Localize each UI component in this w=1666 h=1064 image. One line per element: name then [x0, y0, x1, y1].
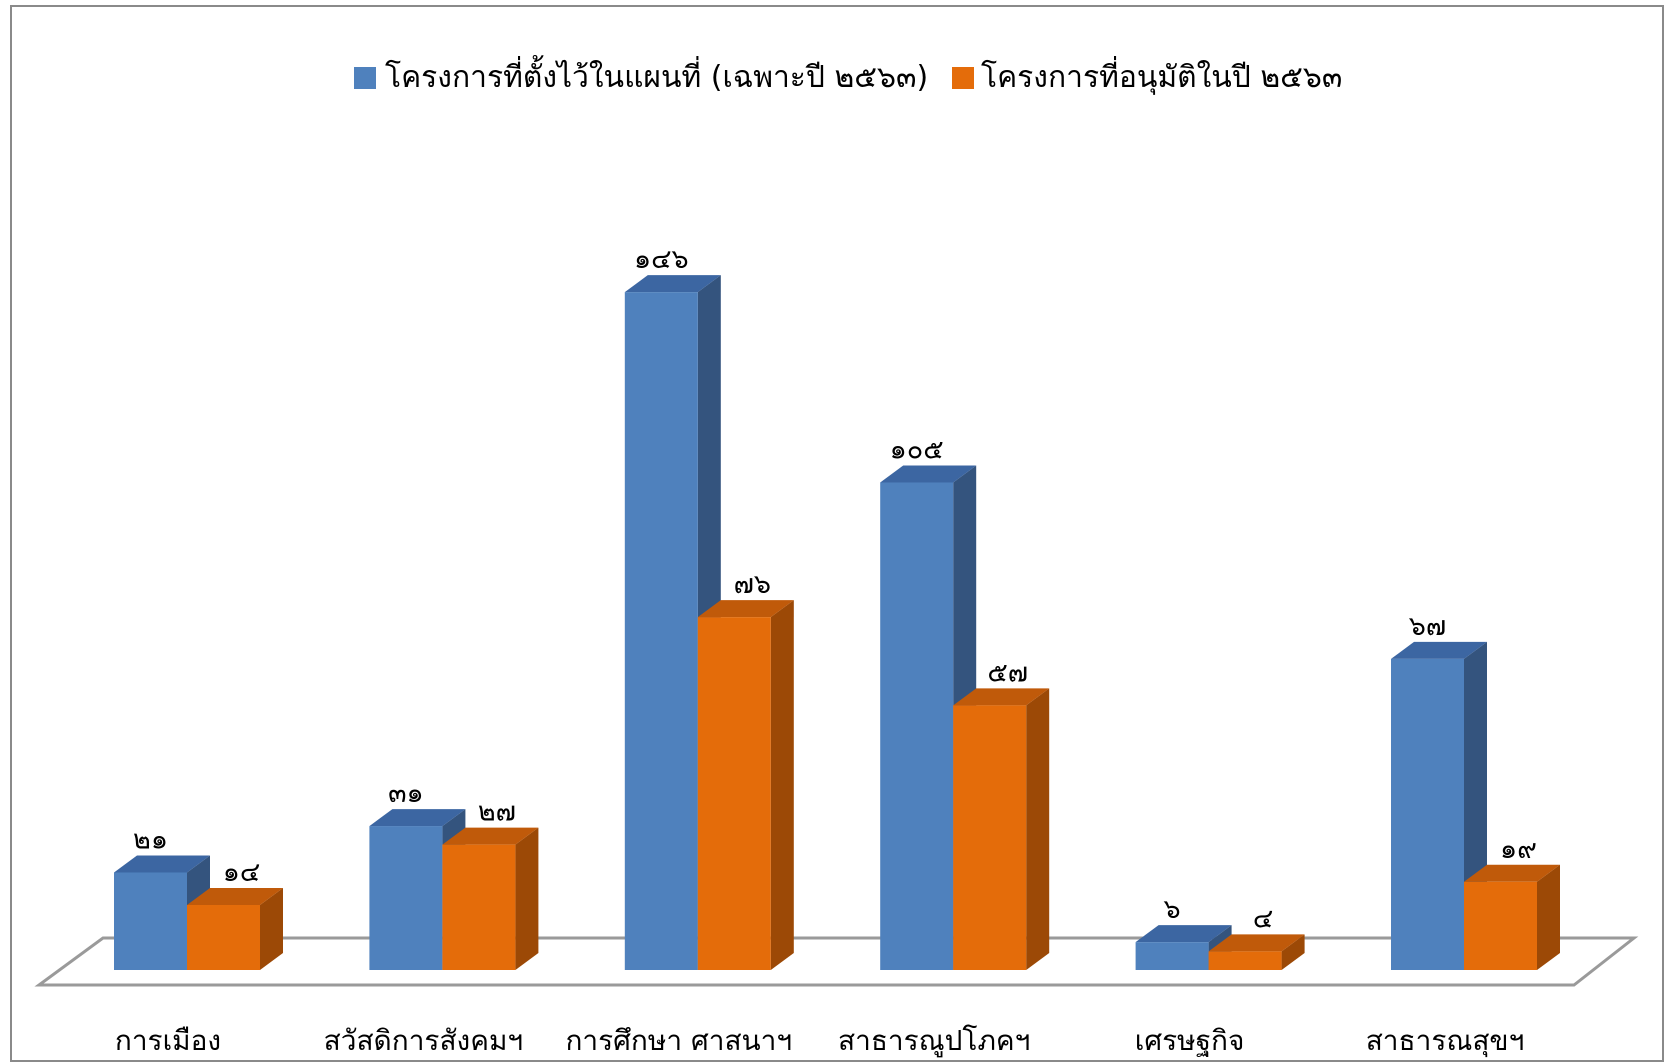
bar-front: [1464, 881, 1537, 970]
data-label-series-1-category-6: ๖๗: [1409, 611, 1446, 642]
bar-side: [515, 827, 539, 970]
data-label-series-1-category-2: ๓๑: [388, 778, 424, 809]
bar-top: [442, 827, 539, 845]
data-label-series-2-category-5: ๔: [1253, 903, 1273, 934]
category-label-2: สวัสดิการสังคมฯ: [324, 1024, 523, 1057]
bar-front: [442, 844, 516, 970]
bar-side: [770, 600, 794, 970]
legend-label-series-2: โครงการที่อนุมัติในปี ๒๕๖๓: [981, 60, 1343, 95]
bar-series-2-category-5: [1208, 934, 1305, 970]
bar-side: [1281, 934, 1305, 970]
bar-front: [697, 617, 771, 970]
bar-front: [624, 292, 698, 970]
data-label-series-1-category-1: ๒๑: [133, 824, 168, 855]
bar-top: [1391, 641, 1487, 659]
data-label-series-2-category-6: ๑๙: [1500, 834, 1537, 865]
bar-top: [187, 887, 283, 905]
category-label-3: การศึกษา ศาสนาฯ: [565, 1024, 792, 1057]
chart-frame: [10, 5, 1664, 1062]
bar-front: [1391, 658, 1464, 970]
bar-top: [697, 600, 794, 618]
data-label-series-1-category-5: ๖: [1164, 894, 1181, 925]
data-label-series-1-category-3: ๑๔๖: [634, 244, 689, 275]
bar-front: [953, 705, 1027, 970]
category-label-5: เศรษฐกิจ: [1135, 1024, 1245, 1057]
category-label-6: สาธารณสุขฯ: [1366, 1024, 1525, 1058]
legend-label-series-1: โครงการที่ตั้งไว้ในแผนที่ (เฉพาะปี ๒๕๖๓): [385, 60, 929, 95]
category-label-4: สาธารณูปโภคฯ: [838, 1024, 1030, 1058]
bar-front: [1135, 942, 1209, 970]
category-label-1: การเมือง: [115, 1024, 221, 1057]
bar-top: [1135, 925, 1232, 943]
bar-top: [1208, 934, 1305, 952]
bar-series-2-category-2: [442, 827, 539, 970]
data-label-series-2-category-1: ๑๔: [223, 857, 261, 888]
data-label-series-2-category-3: ๗๖: [734, 569, 771, 600]
bar-side: [260, 887, 283, 970]
legend-swatch-series-1: [354, 67, 376, 89]
bar-front: [187, 904, 260, 970]
bar-series-2-category-1: [187, 887, 283, 970]
bar-series-1-category-4: [880, 465, 977, 970]
bar-side: [1026, 688, 1050, 970]
bar-top: [624, 275, 721, 293]
bar-front: [114, 872, 187, 970]
bar-front: [1208, 951, 1282, 970]
bar-side: [1537, 864, 1560, 970]
bar-top: [114, 855, 210, 873]
bar-front: [369, 826, 443, 970]
bar-top: [880, 465, 977, 483]
bar-top: [953, 688, 1050, 706]
bar-top: [369, 809, 466, 827]
bar-front: [880, 482, 954, 970]
bar-series-2-category-3: [697, 600, 794, 970]
data-label-series-1-category-4: ๑๐๕: [890, 434, 944, 465]
bar-series-2-category-4: [953, 688, 1050, 970]
bar-series-2-category-6: [1464, 864, 1560, 970]
data-label-series-2-category-2: ๒๗: [478, 797, 516, 828]
bar-top: [1464, 864, 1560, 882]
data-label-series-2-category-4: ๕๗: [987, 657, 1028, 688]
legend-swatch-series-2: [952, 67, 974, 89]
